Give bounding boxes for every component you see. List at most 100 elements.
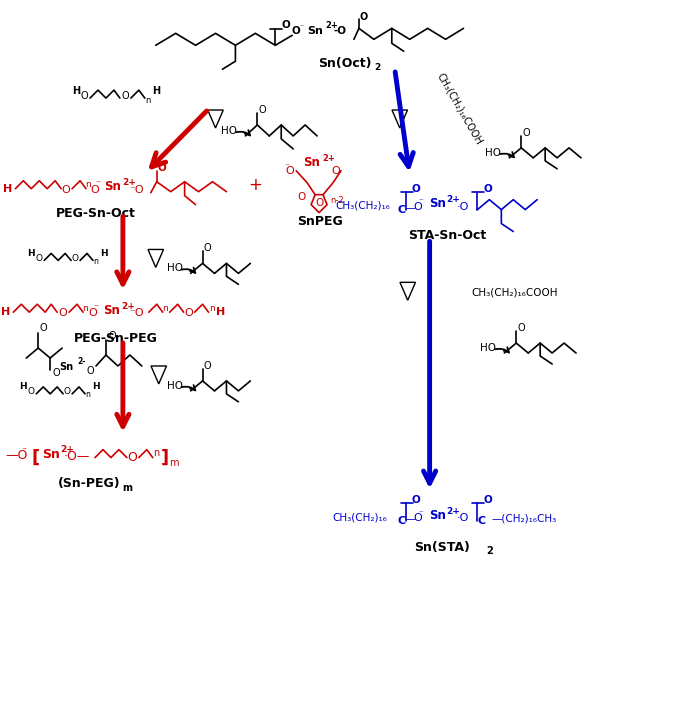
Text: Sn: Sn (429, 509, 446, 522)
Text: ⁻: ⁻ (299, 22, 303, 31)
Text: O: O (258, 105, 266, 115)
Text: Sn(Oct): Sn(Oct) (318, 57, 372, 70)
Text: +: + (248, 176, 262, 194)
Text: Sn: Sn (429, 197, 446, 210)
Text: [: [ (31, 449, 39, 467)
Text: n: n (145, 96, 151, 104)
Text: O: O (412, 495, 420, 505)
Text: O: O (39, 323, 47, 333)
Text: C: C (477, 516, 485, 526)
Text: HO: HO (167, 381, 182, 391)
Text: O: O (36, 254, 43, 263)
Text: O: O (412, 184, 420, 194)
Text: -O: -O (334, 27, 346, 36)
Text: H: H (216, 307, 225, 318)
Text: O: O (28, 387, 35, 397)
Text: 2: 2 (375, 63, 381, 72)
Text: ⁻O: ⁻O (129, 308, 144, 318)
Text: H: H (20, 382, 27, 392)
Text: 2+: 2+ (60, 445, 74, 454)
Text: ⁻: ⁻ (96, 180, 100, 190)
Text: O: O (203, 243, 212, 253)
Text: O: O (517, 323, 525, 333)
Text: Sn: Sn (302, 156, 319, 169)
Text: 2+: 2+ (323, 154, 336, 163)
Text: 2+: 2+ (122, 179, 136, 187)
Text: (Sn-PEG): (Sn-PEG) (58, 477, 120, 490)
Text: O: O (89, 308, 98, 318)
Text: n: n (162, 304, 167, 312)
Text: O: O (483, 495, 492, 505)
Text: ]: ] (161, 449, 169, 467)
Text: n: n (85, 390, 90, 400)
Text: O: O (108, 331, 116, 341)
Text: ⁻: ⁻ (418, 197, 423, 206)
Text: O: O (127, 451, 137, 464)
Text: O: O (64, 387, 71, 397)
Text: H: H (100, 249, 108, 258)
Text: O: O (72, 254, 79, 263)
Text: PEG-Sn-PEG: PEG-Sn-PEG (74, 332, 158, 345)
Text: n-2: n-2 (330, 196, 344, 205)
Text: STA-Sn-Oct: STA-Sn-Oct (408, 229, 487, 242)
Text: 2: 2 (486, 546, 493, 557)
Text: SnPEG: SnPEG (297, 215, 343, 228)
Text: 2+: 2+ (121, 302, 135, 311)
Text: CH₃(CH₂)₁₆COOH: CH₃(CH₂)₁₆COOH (435, 71, 484, 147)
Text: O: O (91, 185, 100, 194)
Text: O: O (184, 308, 193, 318)
Text: ·O: ·O (456, 202, 468, 212)
Text: O: O (286, 166, 294, 176)
Text: ⁻: ⁻ (418, 509, 423, 518)
Text: H: H (1, 307, 10, 318)
Text: Sn: Sn (104, 180, 121, 193)
Text: O: O (332, 166, 340, 176)
Text: O: O (297, 192, 305, 202)
Text: ⁻: ⁻ (285, 162, 290, 171)
Text: O: O (52, 368, 60, 378)
Text: n: n (94, 257, 98, 266)
Text: n: n (153, 448, 159, 458)
Text: O: O (121, 91, 129, 101)
Text: H: H (3, 184, 12, 194)
Text: Sn: Sn (42, 448, 60, 461)
Text: PEG-Sn-Oct: PEG-Sn-Oct (56, 207, 136, 220)
Text: Sn: Sn (104, 304, 121, 317)
Text: H: H (152, 86, 160, 96)
Text: m: m (122, 483, 132, 493)
Text: O: O (315, 198, 323, 207)
Text: O: O (282, 20, 291, 30)
Text: ⁻O: ⁻O (129, 185, 144, 194)
Text: C: C (398, 204, 406, 215)
Text: 2+: 2+ (447, 195, 460, 204)
Text: O: O (414, 513, 422, 523)
Text: n: n (209, 304, 214, 312)
Text: ·O: ·O (456, 513, 468, 523)
Text: O: O (86, 366, 94, 376)
Text: —O: —O (5, 449, 28, 462)
Text: —(CH₂)₁₆CH₃: —(CH₂)₁₆CH₃ (492, 513, 557, 523)
Text: CH₃(CH₂)₁₆: CH₃(CH₂)₁₆ (332, 513, 387, 522)
Text: H: H (27, 249, 35, 258)
Text: CH₃(CH₂)₁₆: CH₃(CH₂)₁₆ (335, 201, 390, 211)
Text: m: m (169, 458, 178, 467)
Text: H: H (72, 86, 80, 96)
Text: Sn: Sn (307, 27, 323, 36)
Text: 2+: 2+ (325, 21, 338, 30)
Text: HO: HO (485, 148, 501, 158)
Text: —: — (404, 202, 415, 212)
Text: H: H (92, 382, 100, 392)
Text: HO: HO (222, 126, 237, 136)
Text: O: O (414, 202, 422, 212)
Text: O: O (292, 27, 300, 36)
Text: Sn(STA): Sn(STA) (414, 541, 470, 554)
Text: O: O (157, 163, 166, 173)
Text: 2-: 2- (78, 358, 86, 366)
Text: O: O (62, 185, 71, 194)
Text: ·O—: ·O— (64, 450, 90, 463)
Text: O: O (360, 12, 368, 22)
Text: O: O (203, 361, 212, 371)
Text: ⁻: ⁻ (94, 303, 98, 313)
Text: n: n (82, 304, 88, 312)
Text: HO: HO (167, 264, 182, 274)
